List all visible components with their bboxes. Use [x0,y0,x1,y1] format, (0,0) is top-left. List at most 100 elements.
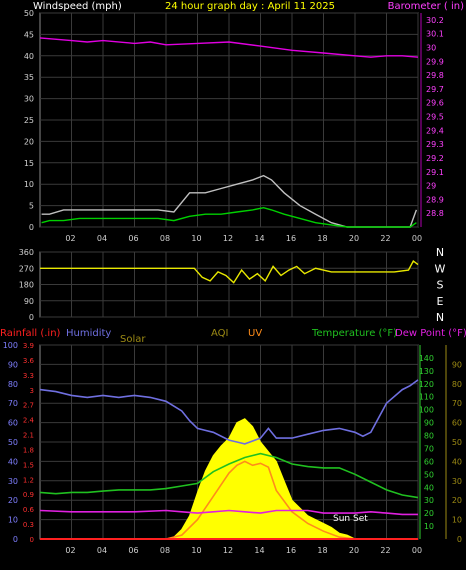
x-tick-label: 20 [349,546,359,555]
solar-y-tick: 20 [452,496,462,505]
solar-area [173,418,356,540]
baro-y-tick: 29.1 [426,168,444,177]
solar-y-tick: 50 [452,438,462,447]
solar-y-tick: 80 [452,380,462,389]
wind-y-tick: 50 [24,9,34,18]
solar-y-tick: 40 [452,457,462,466]
legend-item: Temperature (°F) [311,328,397,339]
baro-y-tick: 30.2 [426,16,444,25]
legend-item: Rainfall (.in) [0,328,61,339]
rain-y-tick: 1.8 [23,446,34,454]
x-tick-label: 12 [223,546,233,555]
rain-y-tick: 3.3 [23,372,34,380]
solar-y-tick: 60 [452,419,462,428]
temp-y-tick: 140 [419,354,434,363]
compass-label: N [436,311,444,324]
temp-y-tick: 30 [424,496,434,505]
x-tick-label: 18 [317,546,327,555]
x-tick-label: 02 [65,546,75,555]
humidity-y-tick: 100 [3,341,18,350]
legend-item: AQI [211,328,229,339]
legend-item: Dew Point (°F) [395,328,466,339]
humidity-y-tick: 40 [8,457,18,466]
temp-y-tick: 80 [424,432,434,441]
baro-y-tick: 29.6 [426,99,444,108]
wind-y-tick: 10 [24,180,34,189]
rain-y-tick: 0.9 [23,491,34,499]
x-tick-label: 00 [412,234,422,243]
humidity-y-tick: 10 [8,516,18,525]
wind-baro-panel: 0 5 10 15 20 25 30 35 40 45 50 28.8 28.9 29 29.1 29.2 29… [24,9,444,243]
wind-y-tick: 35 [24,73,34,82]
humidity-y-tick: 50 [8,438,18,447]
legend-item: Solar [120,334,146,345]
humidity-y-tick: 70 [8,399,18,408]
temp-y-tick: 40 [424,483,434,492]
humidity-y-tick: 60 [8,419,18,428]
solar-y-tick: 90 [452,360,462,369]
bottom-legend: Rainfall (.in) Humidity Solar AQI UV Temperat… [0,328,466,345]
dewpoint-line [39,509,418,516]
baro-y-tick: 29.9 [426,57,444,66]
wind-y-tick: 0 [29,223,34,232]
baro-y-tick: 30.1 [426,30,444,39]
temp-y-tick: 110 [419,393,434,402]
temp-y-tick: 130 [419,367,434,376]
legend-item: Humidity [66,328,111,339]
temp-y-tick: 20 [424,509,434,518]
rain-y-tick: 0.3 [23,521,34,529]
x-tick-label: 12 [223,234,233,243]
temp-y-tick: 50 [424,470,434,479]
direction-y-tick: 270 [19,264,34,273]
solar-y-tick: 30 [452,477,462,486]
windspeed-line [41,206,417,228]
rain-y-tick: 0 [30,536,34,544]
temp-y-tick: 120 [419,380,434,389]
x-tick-label: 16 [286,234,296,243]
x-tick-label: 10 [191,546,201,555]
direction-y-tick: 0 [29,313,34,322]
x-tick-label: 22 [380,546,390,555]
humidity-y-tick: 0 [13,535,18,544]
barometer-axis-label: Barometer ( in) [388,1,464,12]
uv-line [165,460,356,540]
baro-y-tick: 29.2 [426,154,444,163]
baro-y-tick: 28.8 [426,209,444,218]
rain-y-tick: 3.6 [23,357,35,365]
x-tick-label: 16 [286,546,296,555]
solar-y-tick: 70 [452,399,462,408]
rain-y-tick: 1.2 [23,476,34,484]
rain-y-tick: 3.9 [23,342,34,350]
wind-y-tick: 40 [24,52,34,61]
humidity-y-tick: 20 [8,496,18,505]
barometer-line [39,37,419,58]
wind-y-tick: 5 [29,202,34,211]
x-tick-label: 22 [380,234,390,243]
rain-y-tick: 1.5 [23,461,34,469]
rain-y-tick: 2.1 [23,432,34,440]
humidity-y-tick: 80 [8,380,18,389]
x-tick-label: 04 [97,546,107,555]
solar-y-tick: 10 [452,516,462,525]
wind-y-tick: 30 [24,95,34,104]
compass-label: S [437,279,444,292]
temp-y-tick: 100 [419,406,434,415]
rain-y-tick: 0.6 [23,506,35,514]
baro-y-tick: 29.5 [426,113,444,122]
temperature-line [39,452,419,499]
compass-label: W [435,262,446,275]
wind-y-tick: 45 [24,30,34,39]
x-tick-label: 10 [191,234,201,243]
temp-y-tick: 90 [424,419,434,428]
humidity-line [39,379,419,445]
direction-y-tick: 180 [19,281,34,290]
temp-y-tick: 60 [424,457,434,466]
wind-y-tick: 15 [24,159,34,168]
humidity-y-tick: 90 [8,360,18,369]
wind-y-tick: 20 [24,137,34,146]
x-tick-label: 06 [128,234,138,243]
rain-y-tick: 2.4 [23,417,35,425]
baro-y-tick: 28.9 [426,195,444,204]
